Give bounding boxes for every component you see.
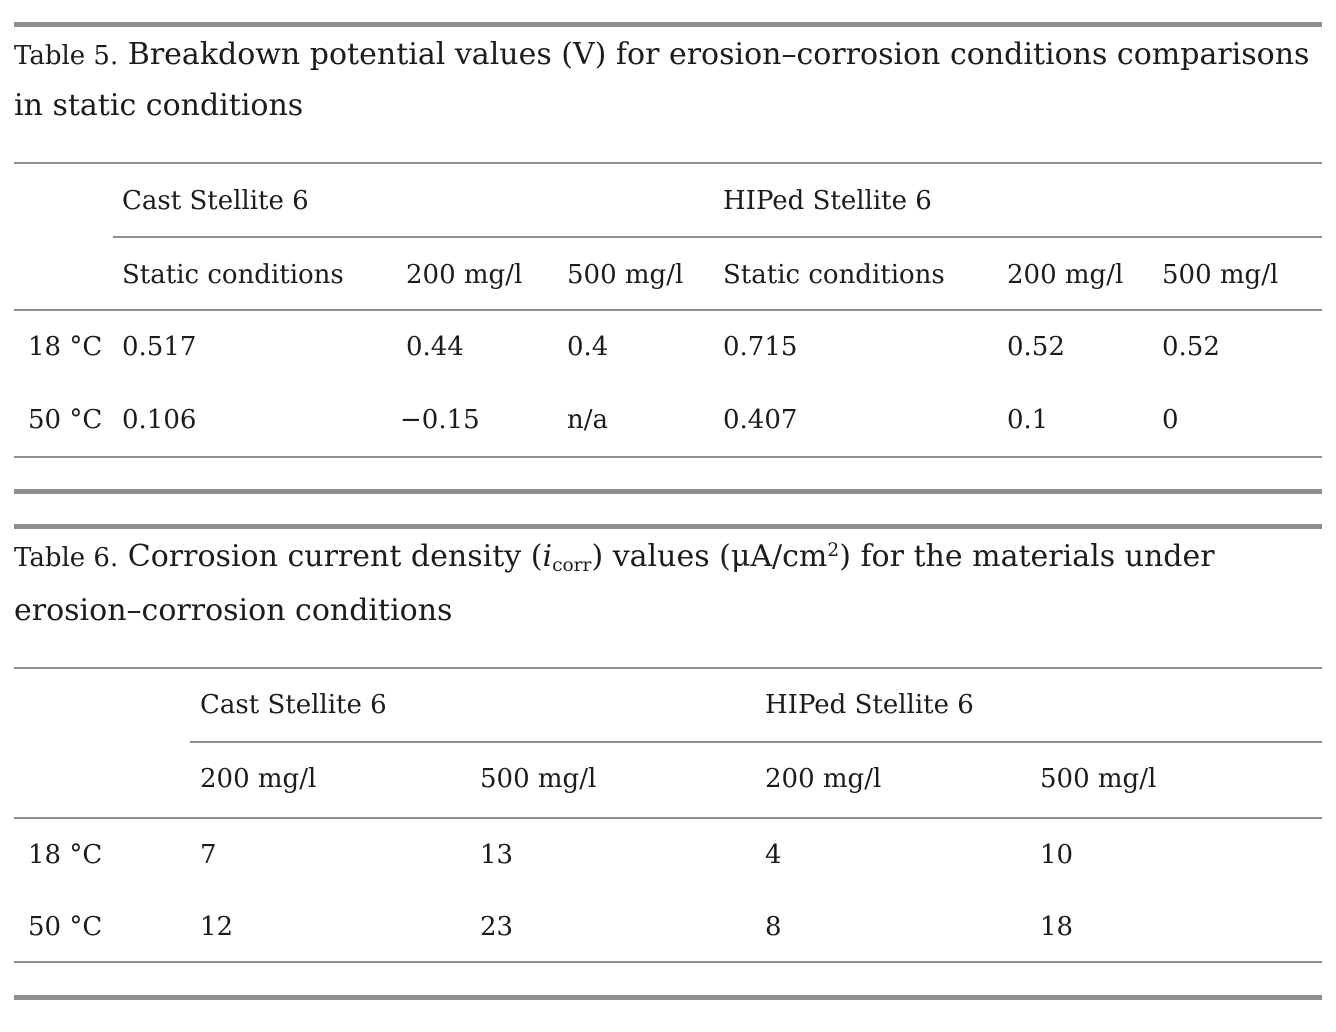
table5-subheader-200-hiped: 200 mg/l	[1007, 260, 1124, 290]
table6-caption-ivar: i	[542, 539, 553, 574]
table6-caption-seg2: ) values (μA/cm	[591, 539, 828, 574]
table6-top-rule	[14, 524, 1322, 529]
table6-group-header-hiped: HIPed Stellite 6	[765, 690, 974, 720]
table5-subheader-500-hiped: 500 mg/l	[1162, 260, 1279, 290]
table-cell: 7	[200, 840, 217, 870]
table-cell: 4	[765, 840, 782, 870]
table5-top-rule	[14, 22, 1322, 27]
table5-subheader-static-cast: Static conditions	[122, 260, 344, 290]
table-cell: 0.1	[1007, 405, 1049, 435]
table-cell: 13	[480, 840, 514, 870]
table5-subheader-500-cast: 500 mg/l	[567, 260, 684, 290]
table6-subheader-200-hiped: 200 mg/l	[765, 764, 882, 794]
table6-group-header-cast: Cast Stellite 6	[200, 690, 387, 720]
table5-caption: Table 5. Breakdown potential values (V) …	[14, 30, 1326, 131]
table5-group-header-cast: Cast Stellite 6	[122, 186, 309, 216]
table6-group-header-row: Cast Stellite 6 HIPed Stellite 6	[0, 688, 1336, 722]
table5-row-50c: 50 °C 0.106 −0.15 n/a 0.407 0.1 0	[0, 403, 1336, 437]
table-cell: 0.52	[1162, 332, 1220, 362]
table6-subheader-200-cast: 200 mg/l	[200, 764, 317, 794]
row-label: 18 °C	[28, 840, 103, 870]
table6-caption-label: Table 6.	[14, 543, 119, 573]
table-cell: 0	[1162, 405, 1179, 435]
table5-caption-separator-rule	[14, 162, 1322, 164]
table6-subheader-row: 200 mg/l 500 mg/l 200 mg/l 500 mg/l	[0, 762, 1336, 796]
table-cell: 0.106	[122, 405, 197, 435]
row-label: 50 °C	[28, 912, 103, 942]
table-cell: 18	[1040, 912, 1074, 942]
table-cell: 0.517	[122, 332, 197, 362]
table6-subheader-500-cast: 500 mg/l	[480, 764, 597, 794]
table6-caption-superscript: 2	[827, 539, 840, 561]
row-label: 18 °C	[28, 332, 103, 362]
table6-header-separator-rule	[14, 817, 1322, 819]
table-cell: 0.52	[1007, 332, 1065, 362]
table5-subheader-row: Static conditions 200 mg/l 500 mg/l Stat…	[0, 258, 1336, 292]
table-cell: 0.44	[406, 332, 464, 362]
table-cell: 0.407	[723, 405, 798, 435]
table5-row-18c: 18 °C 0.517 0.44 0.4 0.715 0.52 0.52	[0, 330, 1336, 364]
table6-data-end-rule	[14, 961, 1322, 963]
table5-caption-label: Table 5.	[14, 41, 119, 71]
table-cell: n/a	[567, 405, 609, 435]
table5-group-separator-rule	[113, 236, 1322, 238]
table6-caption-seg3: ) for the materials under erosion–corros…	[14, 539, 1215, 628]
table6-group-separator-rule	[190, 741, 1322, 743]
table-cell: 0.715	[723, 332, 798, 362]
table6-subheader-500-hiped: 500 mg/l	[1040, 764, 1157, 794]
table5-subheader-200-cast: 200 mg/l	[406, 260, 523, 290]
table5-caption-text: Breakdown potential values (V) for erosi…	[14, 37, 1310, 123]
table-cell: 8	[765, 912, 782, 942]
table6-bottom-rule	[14, 995, 1322, 1000]
table6-caption-separator-rule	[14, 667, 1322, 669]
table5-group-header-hiped: HIPed Stellite 6	[723, 186, 932, 216]
table-cell: −0.15	[400, 405, 480, 435]
table-cell: 12	[200, 912, 234, 942]
row-label: 50 °C	[28, 405, 103, 435]
table6-row-18c: 18 °C 7 13 4 10	[0, 838, 1336, 872]
table5-bottom-rule	[14, 489, 1322, 494]
table-cell: 23	[480, 912, 514, 942]
table5-group-header-row: Cast Stellite 6 HIPed Stellite 6	[0, 184, 1336, 218]
table5-subheader-static-hiped: Static conditions	[723, 260, 945, 290]
table5-data-end-rule	[14, 456, 1322, 458]
table-cell: 0.4	[567, 332, 609, 362]
table6-caption-subscript: corr	[552, 555, 592, 577]
table6-caption-seg1: Corrosion current density (	[118, 539, 543, 574]
table-cell: 10	[1040, 840, 1074, 870]
table5-header-separator-rule	[14, 309, 1322, 311]
table6-caption: Table 6. Corrosion current density (icor…	[14, 532, 1326, 636]
table6-row-50c: 50 °C 12 23 8 18	[0, 910, 1336, 944]
